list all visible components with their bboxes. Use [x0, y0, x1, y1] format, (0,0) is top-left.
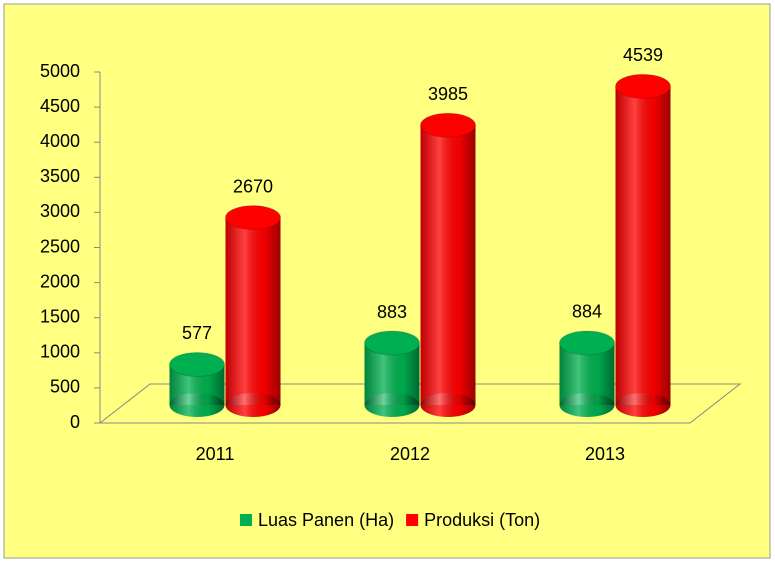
y-tick-label: 4000 — [40, 131, 80, 151]
x-tick-label: 2013 — [585, 444, 625, 464]
y-tick-label: 1000 — [40, 342, 80, 362]
legend-swatch — [240, 514, 252, 526]
cylinder-top — [364, 330, 420, 356]
x-tick-label: 2012 — [390, 444, 430, 464]
y-tick-label: 2500 — [40, 236, 80, 256]
x-tick-label: 2011 — [196, 444, 235, 464]
cylinder-shade — [615, 86, 671, 406]
y-tick-label: 2000 — [40, 271, 80, 291]
y-tick-label: 0 — [70, 412, 80, 432]
y-tick-label: 3500 — [40, 166, 80, 186]
cylinder-top — [615, 73, 671, 99]
cylinder-top — [559, 330, 615, 356]
y-tick-label: 5000 — [40, 61, 80, 81]
cylinder-top — [225, 205, 281, 231]
legend-label: Produksi (Ton) — [424, 510, 540, 530]
y-tick-label: 1500 — [40, 306, 80, 326]
cylinder-shade — [420, 125, 476, 406]
data-label: 3985 — [428, 84, 468, 104]
data-label: 577 — [182, 323, 212, 343]
y-tick-label: 4500 — [40, 96, 80, 116]
data-label: 884 — [572, 302, 602, 322]
cylinder-top — [169, 351, 225, 377]
y-tick-label: 3000 — [40, 201, 80, 221]
legend-swatch — [406, 514, 419, 526]
data-label: 2670 — [233, 176, 273, 196]
floor — [98, 383, 742, 424]
legend-label: Luas Panen (Ha) — [258, 510, 394, 530]
data-label: 4539 — [623, 45, 663, 65]
cylinder-top — [420, 112, 476, 138]
cylinder-shade — [225, 217, 281, 405]
data-label: 883 — [377, 302, 407, 322]
y-tick-label: 500 — [50, 377, 80, 397]
